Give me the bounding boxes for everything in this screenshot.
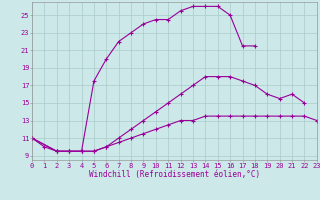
X-axis label: Windchill (Refroidissement éolien,°C): Windchill (Refroidissement éolien,°C) [89,170,260,179]
